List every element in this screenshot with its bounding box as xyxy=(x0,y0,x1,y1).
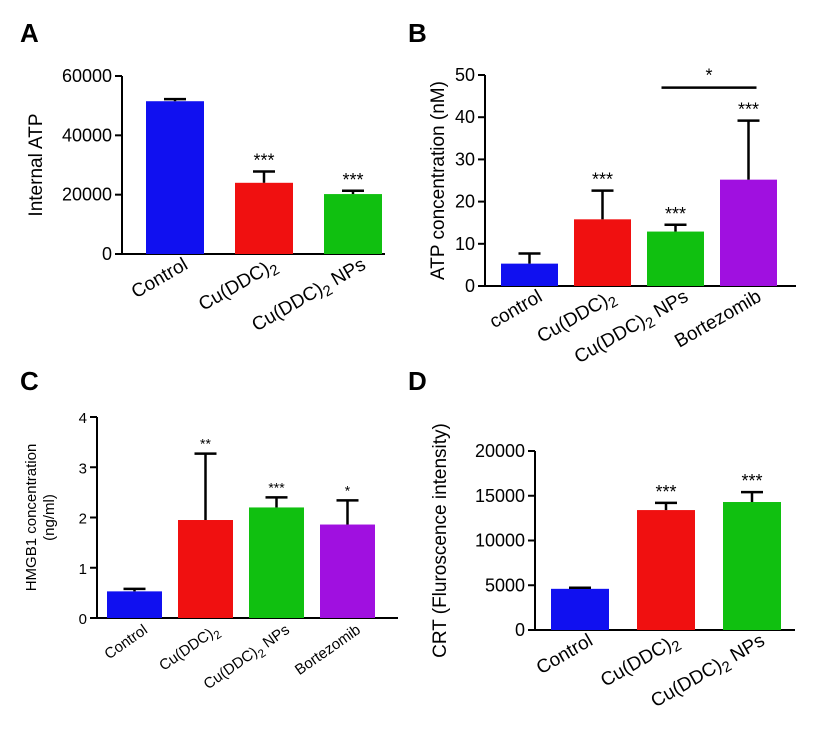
y-tick-label: 4 xyxy=(79,410,87,427)
significance-label: *** xyxy=(655,482,676,502)
category-label: Control xyxy=(128,254,192,303)
panel-label-a: A xyxy=(20,18,39,48)
bar xyxy=(501,263,558,286)
bar xyxy=(146,101,204,254)
panel-d: D 0 5000 10000 15000 20000 CRT (Fluroscence i… xyxy=(408,366,795,712)
panel-label-b: B xyxy=(408,18,427,48)
y-tick-label: 0 xyxy=(515,620,525,640)
y-tick-label: 0 xyxy=(79,611,87,628)
significance-label: *** xyxy=(268,479,285,495)
y-tick-label: 0 xyxy=(465,276,475,296)
significance-label: ** xyxy=(200,436,211,452)
y-tick-label: 1 xyxy=(79,561,87,578)
y-tick-label: 40 xyxy=(455,107,475,127)
y-tick-label: 20000 xyxy=(475,441,525,461)
y-axis-label: ATP concentration (nM) xyxy=(428,81,449,280)
bar xyxy=(647,231,704,286)
y-tick-label: 15000 xyxy=(475,486,525,506)
bar xyxy=(574,219,631,286)
bar xyxy=(178,520,233,618)
y-tick-label: 10 xyxy=(455,234,475,254)
bar xyxy=(720,179,777,286)
bar xyxy=(723,502,781,630)
bar xyxy=(235,182,293,254)
significance-label: *** xyxy=(741,471,762,491)
category-label: Control xyxy=(533,630,597,679)
significance-label: *** xyxy=(253,151,274,171)
y-tick-label: 50 xyxy=(455,65,475,85)
category-label: control xyxy=(486,286,546,333)
bar xyxy=(320,524,375,618)
bar xyxy=(324,194,382,254)
bar xyxy=(637,510,695,630)
y-axis-label-unit: (ng/ml) xyxy=(41,494,58,541)
significance-label: *** xyxy=(592,170,613,190)
category-label: Bortezomib xyxy=(292,621,364,678)
y-axis-label: Internal ATP xyxy=(26,113,47,216)
panel-label-c: C xyxy=(20,366,39,396)
significance-label: * xyxy=(345,482,351,498)
y-tick-label: 2 xyxy=(79,511,87,528)
panel-label-d: D xyxy=(408,366,427,396)
y-tick-label: 20000 xyxy=(62,185,112,205)
bar xyxy=(107,591,162,618)
y-tick-label: 0 xyxy=(102,244,112,264)
bar xyxy=(551,588,609,630)
y-tick-label: 20 xyxy=(455,192,475,212)
significance-label: *** xyxy=(342,170,363,190)
bar xyxy=(249,507,304,618)
y-tick-label: 5000 xyxy=(485,575,525,595)
panel-c: C 0 1 2 3 4 HMGB1 concentration (ng/ml) Control… xyxy=(20,366,398,693)
significance-label: *** xyxy=(665,204,686,224)
y-tick-label: 30 xyxy=(455,149,475,169)
y-tick-label: 10000 xyxy=(475,531,525,551)
panel-a: A 0 20000 40000 60000 Internal ATP Control ***… xyxy=(20,18,385,336)
bracket-significance-label: * xyxy=(705,66,712,86)
y-axis-label: CRT (Fluroscence intensity) xyxy=(430,423,451,658)
panel-b: B 0 10 20 30 40 50 ATP concentration (nM) contr… xyxy=(408,18,796,368)
y-tick-label: 40000 xyxy=(62,125,112,145)
y-tick-label: 60000 xyxy=(62,66,112,86)
y-tick-label: 3 xyxy=(79,460,87,477)
category-label: Control xyxy=(101,621,150,663)
y-axis-label: HMGB1 concentration xyxy=(23,444,40,592)
significance-label: *** xyxy=(738,100,759,120)
